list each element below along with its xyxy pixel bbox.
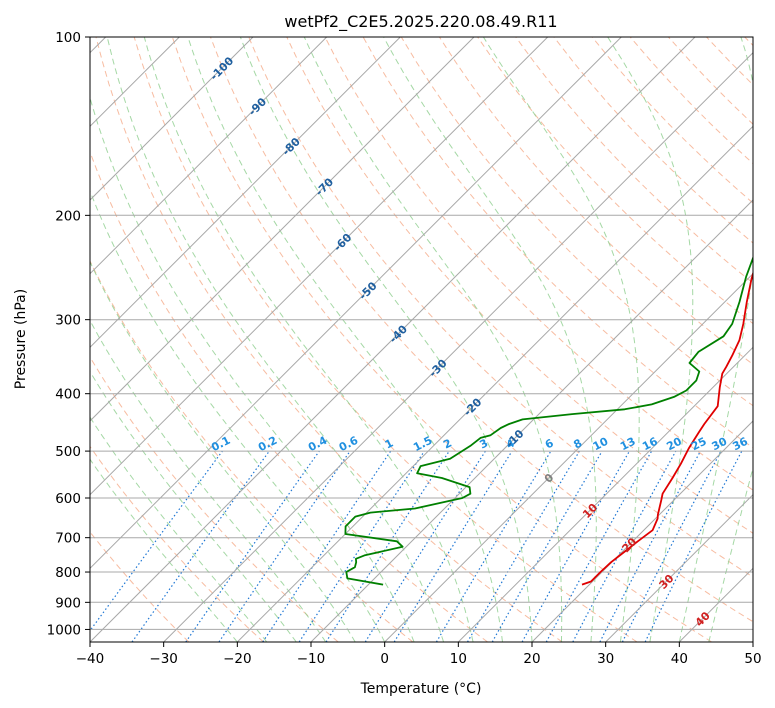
- mixing-ratio-label: 13: [618, 435, 638, 454]
- mixing-ratio-line: [572, 450, 677, 642]
- x-tick-label: 40: [671, 651, 688, 667]
- profile-series: [344, 255, 753, 586]
- mixing-ratio-line: [545, 450, 653, 642]
- mixing-ratio-line: [298, 450, 425, 642]
- moist-adiabat-line: [708, 466, 753, 642]
- isotherm-line: [236, 125, 753, 642]
- mixing-ratio-line: [325, 450, 450, 642]
- mixing-ratio-line: [393, 450, 513, 642]
- mixing-ratio-line: [90, 450, 223, 632]
- y-tick-label: 700: [55, 531, 81, 547]
- dry-adiabat-line: [286, 37, 753, 534]
- moist-adiabat-line: [607, 37, 694, 642]
- y-tick-label: 900: [55, 595, 81, 611]
- dry-adiabat-line: [90, 356, 339, 642]
- moist-adiabat-line: [303, 37, 563, 642]
- moist-adiabat-line: [90, 416, 268, 642]
- x-tick-label: −10: [297, 651, 326, 667]
- moist-adiabat-line: [678, 37, 753, 642]
- mixing-ratio-line: [644, 450, 743, 642]
- isotherm-line: [90, 37, 549, 496]
- x-tick-label: 20: [523, 651, 540, 667]
- x-tick-label: 0: [380, 651, 389, 667]
- moist-adiabat-line: [106, 37, 445, 642]
- chart-title: wetPf2_C2E5.2025.220.08.49.R11: [284, 12, 557, 32]
- moist-adiabat-line: [90, 319, 327, 642]
- y-tick-label: 600: [55, 491, 81, 507]
- isotherm-line: [90, 37, 328, 275]
- y-tick-label: 500: [55, 444, 81, 460]
- mixing-ratio-label: 25: [689, 435, 709, 454]
- x-tick-label: 30: [597, 651, 614, 667]
- pressure-grid: [90, 37, 753, 630]
- y-tick-label: 300: [55, 313, 81, 329]
- moist-adiabats: [90, 37, 753, 642]
- moist-adiabat-line: [90, 458, 238, 642]
- mixing-ratio-label: 30: [710, 435, 730, 454]
- moist-adiabat-line: [383, 37, 597, 642]
- isotherm-line: [384, 272, 753, 642]
- y-axis: 100 200 300 400 500 600 700 800 900 1000: [47, 30, 90, 638]
- y-tick-label: 800: [55, 565, 81, 581]
- mixing-ratio-label: 36: [730, 435, 750, 454]
- isotherm-line: [90, 37, 401, 349]
- y-tick-label: 1000: [47, 622, 81, 638]
- x-tick-label: −20: [223, 651, 252, 667]
- isotherm-line: [531, 420, 753, 642]
- isotherm-line: [90, 37, 475, 422]
- y-axis-label: Pressure (hPa): [13, 289, 29, 389]
- moist-adiabat-line: [90, 370, 297, 642]
- x-tick-label: −30: [149, 651, 178, 667]
- isotherm-line: [310, 199, 753, 642]
- moist-adiabat-line: [90, 260, 356, 642]
- moist-adiabat-line: [187, 37, 503, 642]
- y-tick-label: 100: [55, 30, 81, 46]
- x-axis-label: Temperature (°C): [360, 681, 482, 697]
- x-tick-label: −40: [76, 651, 105, 667]
- dry-adiabat-line: [90, 445, 264, 642]
- x-tick-label: 10: [450, 651, 467, 667]
- mixing-ratio-line: [131, 450, 270, 642]
- x-tick-label: 50: [744, 651, 761, 667]
- y-tick-label: 400: [55, 387, 81, 403]
- mixing-ratio-labels: 0.1 0.2 0.4 0.6 1 1.5 2 3 4 6 8 10 13 16 20 25 30 36: [209, 434, 750, 455]
- moist-adiabat-line: [239, 37, 533, 642]
- isotherm-line: [90, 37, 622, 570]
- mixing-ratio-label: 20: [664, 435, 684, 454]
- dry-adiabat-line: [248, 37, 753, 578]
- dry-adiabat-line: [210, 37, 753, 623]
- y-tick-label: 200: [55, 208, 81, 224]
- mixing-ratio-label: 10: [591, 435, 611, 454]
- mixing-ratio-label: 16: [640, 435, 660, 454]
- profile-line: [344, 255, 753, 586]
- isotherm-grid: [90, 37, 753, 642]
- dry-adiabat-line: [133, 37, 638, 642]
- mixing-ratio-line: [262, 450, 392, 642]
- plot-frame: [89, 36, 754, 643]
- isotherm-line: [163, 51, 753, 642]
- moist-adiabat-line: [482, 37, 640, 642]
- moist-adiabat-line: [90, 189, 386, 642]
- mixing-ratio-line: [218, 450, 351, 642]
- dry-adiabat-line: [95, 37, 563, 642]
- isotherm-line: [90, 37, 696, 642]
- dry-adiabat-line: [171, 37, 712, 642]
- isotherm-line: [605, 493, 753, 642]
- isotherm-line: [90, 37, 254, 201]
- profile-line: [581, 270, 753, 586]
- moist-adiabat-line: [143, 37, 474, 642]
- mixing-ratio-line: [521, 450, 631, 642]
- dry-adiabat-line: [90, 259, 414, 642]
- x-axis: −40 −30 −20 −10 0 10 20 30 40 50: [76, 642, 762, 667]
- isotherm-line: [457, 346, 753, 642]
- mixing-ratio-line: [185, 450, 320, 642]
- mixing-ratio-lines: [90, 450, 743, 642]
